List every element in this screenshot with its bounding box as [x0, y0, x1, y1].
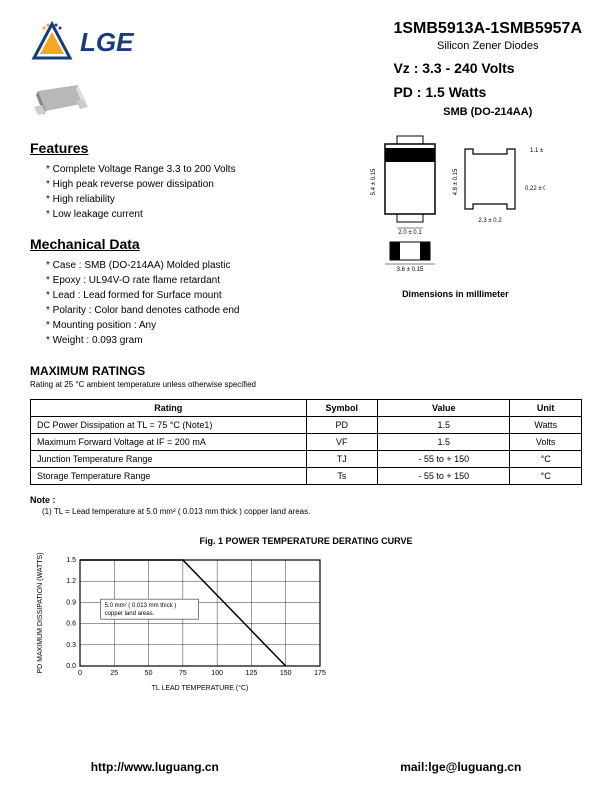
svg-text:0.22 ± 0.07: 0.22 ± 0.07 — [525, 186, 545, 192]
table-row: Storage Temperature Range Ts - 55 to + 1… — [31, 468, 582, 485]
table-cell: Junction Temperature Range — [31, 451, 307, 468]
vz-spec: Vz : 3.3 - 240 Volts — [393, 60, 582, 76]
part-number: 1SMB5913A-1SMB5957A — [393, 20, 582, 38]
svg-text:75: 75 — [179, 670, 187, 677]
table-cell: Storage Temperature Range — [31, 468, 307, 485]
ratings-table: Rating Symbol Value Unit DC Power Dissip… — [30, 399, 582, 485]
svg-text:1.5: 1.5 — [66, 557, 76, 564]
subtitle: Silicon Zener Diodes — [393, 40, 582, 52]
list-item: Epoxy : UL94V-O rate flame retardant — [46, 273, 309, 288]
svg-text:0.3: 0.3 — [66, 642, 76, 649]
left-column: Features Complete Voltage Range 3.3 to 2… — [30, 126, 309, 348]
table-header-row: Rating Symbol Value Unit — [31, 400, 582, 417]
note-title: Note : — [30, 495, 582, 505]
table-row: Maximum Forward Voltage at IF = 200 mA V… — [31, 434, 582, 451]
table-cell: Watts — [510, 417, 582, 434]
table-cell: Maximum Forward Voltage at IF = 200 mA — [31, 434, 307, 451]
svg-text:1.2: 1.2 — [66, 578, 76, 585]
table-cell: °C — [510, 451, 582, 468]
logo-column: LGE — [30, 20, 133, 122]
table-cell: °C — [510, 468, 582, 485]
table-cell: Volts — [510, 434, 582, 451]
list-item: Polarity : Color band denotes cathode en… — [46, 303, 309, 318]
dimensions-caption: Dimensions in millimeter — [329, 289, 582, 299]
list-item: Low leakage current — [46, 207, 309, 222]
dimension-drawing-icon: 2.0 ± 0.1 3.6 ± 0.15 5.4 ± 0.15 1.1 ± 0.… — [365, 134, 545, 274]
svg-text:50: 50 — [145, 670, 153, 677]
svg-text:PD MAXIMUM DISSIPATION (WATT: PD MAXIMUM DISSIPATION (WATTS) — [37, 552, 44, 673]
table-cell: - 55 to + 150 — [378, 451, 510, 468]
table-cell: 1.5 — [378, 434, 510, 451]
svg-text:0.6: 0.6 — [66, 621, 76, 628]
table-header: Unit — [510, 400, 582, 417]
table-header: Symbol — [306, 400, 378, 417]
table-header: Rating — [31, 400, 307, 417]
list-item: High reliability — [46, 192, 309, 207]
list-item: Complete Voltage Range 3.3 to 200 Volts — [46, 162, 309, 177]
max-ratings-title: MAXIMUM RATINGS — [30, 364, 582, 378]
svg-text:150: 150 — [280, 670, 292, 677]
svg-text:5.4 ± 0.15: 5.4 ± 0.15 — [371, 168, 377, 195]
max-ratings-sub: Rating at 25 °C ambient temperature unle… — [30, 380, 582, 389]
svg-text:175: 175 — [314, 670, 326, 677]
pd-spec: PD : 1.5 Watts — [393, 84, 582, 100]
note-text: (1) TL = Lead temperature at 5.0 mm² ( 0… — [42, 507, 582, 516]
list-item: Weight : 0.093 gram — [46, 333, 309, 348]
table-cell: Ts — [306, 468, 378, 485]
derating-chart: 0 25 50 75 100 125 150 175 0.0 0.3 0.6 0.9 1.2 1.5 TL … — [30, 552, 330, 692]
table-header: Value — [378, 400, 510, 417]
chip-image-icon — [30, 79, 90, 119]
list-item: Mounting position : Any — [46, 318, 309, 333]
table-cell: DC Power Dissipation at TL = 75 °C (Note… — [31, 417, 307, 434]
svg-text:TL LEAD TEMPERATURE (°C): TL LEAD TEMPERATURE (°C) — [152, 684, 249, 692]
svg-text:25: 25 — [110, 670, 118, 677]
table-cell: VF — [306, 434, 378, 451]
footer-mail: mail:lge@luguang.cn — [400, 760, 521, 774]
main-columns: Features Complete Voltage Range 3.3 to 2… — [30, 126, 582, 348]
list-item: High peak reverse power dissipation — [46, 177, 309, 192]
svg-text:100: 100 — [211, 670, 223, 677]
logo-text: LGE — [80, 27, 133, 58]
mechanical-title: Mechanical Data — [30, 236, 309, 252]
chart-title: Fig. 1 POWER TEMPERATURE DERATING CURVE — [30, 536, 582, 546]
right-column: 2.0 ± 0.1 3.6 ± 0.15 5.4 ± 0.15 1.1 ± 0.… — [329, 126, 582, 348]
svg-text:2.0 ± 0.1: 2.0 ± 0.1 — [399, 230, 423, 236]
svg-text:0: 0 — [78, 670, 82, 677]
mechanical-list: Case : SMB (DO-214AA) Molded plastic Epo… — [30, 258, 309, 348]
list-item: Case : SMB (DO-214AA) Molded plastic — [46, 258, 309, 273]
table-row: DC Power Dissipation at TL = 75 °C (Note… — [31, 417, 582, 434]
svg-text:3.6 ± 0.15: 3.6 ± 0.15 — [397, 267, 424, 273]
svg-text:125: 125 — [246, 670, 258, 677]
logo: LGE — [30, 20, 133, 64]
table-cell: 1.5 — [378, 417, 510, 434]
features-title: Features — [30, 140, 309, 156]
features-list: Complete Voltage Range 3.3 to 200 Volts … — [30, 162, 309, 222]
footer: http://www.luguang.cn mail:lge@luguang.c… — [0, 760, 612, 774]
svg-text:copper land areas.: copper land areas. — [105, 611, 155, 617]
pkg-title: SMB (DO-214AA) — [393, 106, 582, 118]
svg-text:5.0 mm² ( 0.013 mm thick ): 5.0 mm² ( 0.013 mm thick ) — [105, 603, 177, 609]
svg-text:4.8 ± 0.15: 4.8 ± 0.15 — [453, 168, 459, 195]
table-cell: PD — [306, 417, 378, 434]
list-item: Lead : Lead formed for Surface mount — [46, 288, 309, 303]
svg-text:0.9: 0.9 — [66, 599, 76, 606]
table-cell: TJ — [306, 451, 378, 468]
footer-url: http://www.luguang.cn — [91, 760, 219, 774]
svg-text:2.3 ± 0.2: 2.3 ± 0.2 — [479, 218, 503, 224]
title-block: 1SMB5913A-1SMB5957A Silicon Zener Diodes… — [393, 20, 582, 118]
header: LGE 1SMB5913A-1SMB5957A Silicon Zener Di… — [30, 20, 582, 122]
svg-text:1.1 ± 0.3: 1.1 ± 0.3 — [530, 148, 545, 154]
svg-text:0.0: 0.0 — [66, 663, 76, 670]
table-row: Junction Temperature Range TJ - 55 to + … — [31, 451, 582, 468]
table-cell: - 55 to + 150 — [378, 468, 510, 485]
logo-triangle-icon — [30, 20, 74, 64]
